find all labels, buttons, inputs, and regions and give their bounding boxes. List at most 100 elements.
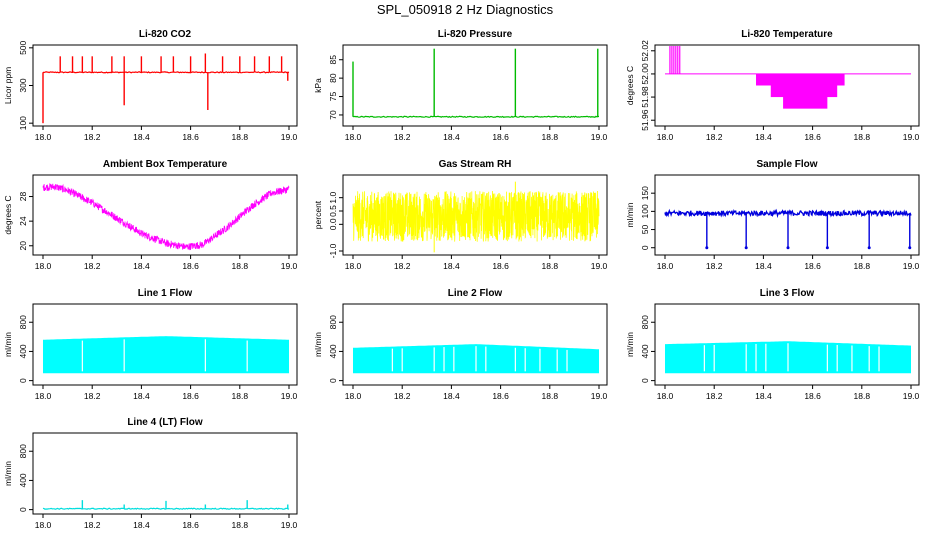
x-tick-label: 18.4 bbox=[755, 261, 772, 271]
y-tick-label: 24 bbox=[18, 216, 28, 226]
y-tick-label: 51.98 bbox=[640, 86, 650, 108]
plot-frame bbox=[32, 303, 298, 386]
x-tick-label: 18.0 bbox=[35, 520, 52, 530]
x-tick-label: 19.0 bbox=[281, 261, 298, 271]
x-tick-label: 18.0 bbox=[345, 132, 362, 142]
y-axis-label: degrees C bbox=[625, 66, 635, 105]
plot-frame bbox=[342, 303, 608, 386]
x-tick-label: 18.2 bbox=[84, 520, 101, 530]
x-tick-label: 18.0 bbox=[657, 261, 674, 271]
x-tick-label: 18.2 bbox=[394, 261, 411, 271]
chart-title: Li-820 CO2 bbox=[139, 29, 192, 40]
x-tick-label: 19.0 bbox=[591, 261, 608, 271]
y-tick-label: 800 bbox=[328, 315, 338, 329]
chart-panel: Line 4 (LT) Flow 18.0 18.2 18.4 18.6 18.8 19.0… bbox=[3, 417, 298, 530]
x-tick-label: 18.8 bbox=[854, 391, 871, 401]
burst-mark bbox=[783, 73, 828, 109]
x-tick-label: 18.0 bbox=[35, 132, 52, 142]
x-tick-label: 18.6 bbox=[182, 391, 199, 401]
y-axis-label: percent bbox=[313, 200, 323, 229]
series-line bbox=[42, 507, 290, 510]
series-2 bbox=[665, 46, 911, 109]
y-tick-label: 400 bbox=[18, 344, 28, 358]
x-tick-label: 18.4 bbox=[443, 132, 460, 142]
x-tick-label: 18.8 bbox=[232, 132, 249, 142]
y-tick-label: 85 bbox=[328, 55, 338, 65]
x-tick-label: 19.0 bbox=[591, 391, 608, 401]
x-tick-label: 18.8 bbox=[232, 520, 249, 530]
y-tick-label: 70 bbox=[328, 110, 338, 120]
drop-point bbox=[825, 246, 829, 250]
y-tick-label: 400 bbox=[328, 344, 338, 358]
y-tick-label: 0.5 bbox=[328, 205, 338, 217]
x-tick-label: 18.4 bbox=[443, 391, 460, 401]
x-tick-label: 19.0 bbox=[281, 520, 298, 530]
plot-frame bbox=[32, 174, 298, 256]
x-tick-label: 19.0 bbox=[591, 132, 608, 142]
x-tick-label: 18.2 bbox=[706, 132, 723, 142]
drop-point bbox=[908, 246, 912, 250]
y-tick-label: 400 bbox=[18, 473, 28, 487]
plot-frame bbox=[654, 44, 920, 127]
x-tick-label: 18.2 bbox=[394, 391, 411, 401]
y-tick-label: 75 bbox=[328, 92, 338, 102]
chart-title: Li-820 Pressure bbox=[438, 29, 513, 40]
y-tick-label: 20 bbox=[18, 241, 28, 251]
x-tick-label: 18.8 bbox=[232, 391, 249, 401]
x-tick-label: 18.0 bbox=[657, 132, 674, 142]
x-tick-label: 18.6 bbox=[804, 132, 821, 142]
drop-point bbox=[744, 246, 748, 250]
x-tick-label: 18.0 bbox=[345, 391, 362, 401]
plot-frame bbox=[654, 303, 920, 386]
x-tick-label: 18.4 bbox=[133, 391, 150, 401]
chart-panel: Li-820 Temperature 18.0 18.2 18.4 18.6 18.8 19… bbox=[625, 29, 920, 142]
series-7 bbox=[353, 344, 599, 374]
series-6 bbox=[43, 336, 289, 374]
x-tick-label: 19.0 bbox=[281, 132, 298, 142]
chart-title: Li-820 Temperature bbox=[741, 29, 833, 40]
x-tick-label: 18.6 bbox=[182, 132, 199, 142]
chart-title: Line 4 (LT) Flow bbox=[127, 417, 203, 428]
chart-title: Line 3 Flow bbox=[760, 288, 815, 299]
x-tick-label: 18.2 bbox=[706, 261, 723, 271]
y-tick-label: 1.0 bbox=[328, 191, 338, 203]
x-tick-label: 18.2 bbox=[84, 261, 101, 271]
series-9 bbox=[42, 500, 290, 510]
figure-title: SPL_050918 2 Hz Diagnostics bbox=[377, 2, 554, 17]
x-tick-label: 18.4 bbox=[133, 261, 150, 271]
y-axis-label: kPa bbox=[313, 78, 323, 93]
chart-panel: Ambient Box Temperature 18.0 18.2 18.4 18.6 1… bbox=[3, 159, 298, 271]
y-tick-label: 0 bbox=[18, 507, 28, 512]
y-axis-label: ml/min bbox=[313, 332, 323, 357]
x-tick-label: 19.0 bbox=[903, 261, 920, 271]
chart-panel: Gas Stream RH 18.0 18.2 18.4 18.6 18.8 19.0 -1.… bbox=[313, 159, 608, 271]
plot-frame bbox=[342, 44, 608, 127]
x-tick-label: 18.8 bbox=[854, 261, 871, 271]
y-axis-label: degrees C bbox=[3, 195, 13, 234]
y-tick-label: 150 bbox=[640, 186, 650, 200]
y-tick-label: 80 bbox=[328, 73, 338, 83]
series-0 bbox=[42, 53, 290, 124]
series-line bbox=[352, 190, 600, 242]
y-axis-label: ml/min bbox=[625, 202, 635, 227]
series-3 bbox=[42, 183, 290, 251]
y-tick-label: 0 bbox=[18, 378, 28, 383]
series-4 bbox=[352, 181, 600, 253]
chart-title: Ambient Box Temperature bbox=[103, 159, 228, 170]
y-tick-label: -1.0 bbox=[328, 243, 338, 258]
x-tick-label: 18.4 bbox=[443, 261, 460, 271]
y-tick-label: 28 bbox=[18, 192, 28, 202]
chart-title: Sample Flow bbox=[756, 159, 817, 170]
flow-area bbox=[43, 336, 289, 374]
y-tick-label: 52.00 bbox=[640, 63, 650, 85]
y-axis-label: ml/min bbox=[625, 332, 635, 357]
x-tick-label: 18.6 bbox=[804, 261, 821, 271]
series-line bbox=[42, 71, 290, 74]
series-5 bbox=[664, 208, 912, 250]
x-tick-label: 19.0 bbox=[281, 391, 298, 401]
x-tick-label: 18.8 bbox=[542, 132, 559, 142]
series-8 bbox=[665, 341, 911, 374]
plot-frame bbox=[32, 432, 298, 515]
y-tick-label: 100 bbox=[18, 116, 28, 130]
